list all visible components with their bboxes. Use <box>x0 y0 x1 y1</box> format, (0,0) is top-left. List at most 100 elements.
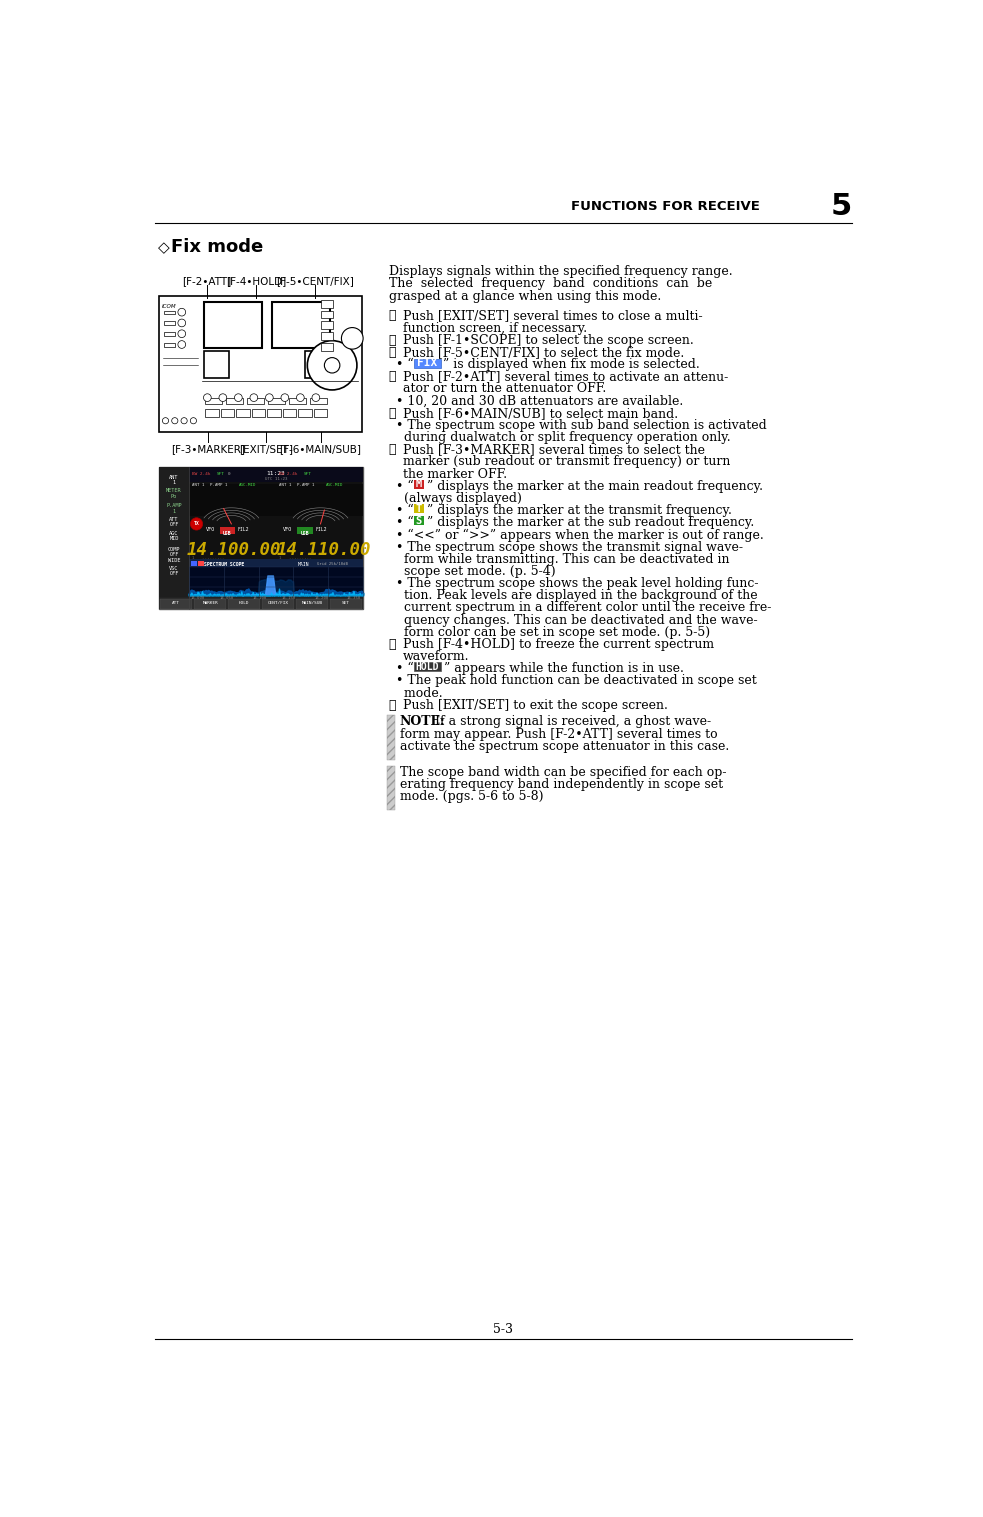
Text: • “<<” or “>>” appears when the marker is out of range.: • “<<” or “>>” appears when the marker i… <box>396 528 764 542</box>
Text: waveform.: waveform. <box>403 651 469 663</box>
Text: The  selected  frequency  band  conditions  can  be: The selected frequency band conditions c… <box>388 278 712 290</box>
Bar <box>160 599 193 610</box>
Bar <box>387 716 395 760</box>
Text: activate the spectrum scope attenuator in this case.: activate the spectrum scope attenuator i… <box>399 740 728 752</box>
Text: scope set mode. (p. 5-4): scope set mode. (p. 5-4) <box>396 564 556 578</box>
Text: FIX: FIX <box>417 358 437 369</box>
Bar <box>159 467 189 610</box>
Text: 14.350: 14.350 <box>347 596 361 599</box>
Circle shape <box>178 341 186 349</box>
Text: 1   --,---,--: 1 --,---,-- <box>279 555 312 560</box>
Text: VSC
OFF: VSC OFF <box>169 566 179 576</box>
Bar <box>414 479 425 488</box>
Text: AGC-MID: AGC-MID <box>239 482 257 487</box>
Text: ⑤: ⑤ <box>388 407 396 420</box>
Text: ICOM: ICOM <box>161 303 176 308</box>
Bar <box>321 311 333 319</box>
Circle shape <box>281 394 289 402</box>
Text: Push [F-3•MARKER] several times to select the: Push [F-3•MARKER] several times to selec… <box>403 443 705 457</box>
Text: • 10, 20 and 30 dB attenuators are available.: • 10, 20 and 30 dB attenuators are avail… <box>396 394 684 408</box>
Bar <box>252 410 265 417</box>
Text: 5-3: 5-3 <box>493 1323 513 1336</box>
Bar <box>164 332 175 337</box>
Text: during dualwatch or split frequency operation only.: during dualwatch or split frequency oper… <box>396 431 731 444</box>
Text: form color can be set in scope set mode. (p. 5-5): form color can be set in scope set mode.… <box>396 625 711 639</box>
Text: 14.100: 14.100 <box>253 596 266 599</box>
Bar <box>236 410 250 417</box>
Bar <box>189 567 363 596</box>
Bar <box>321 322 333 329</box>
Text: Grid 25k/10dB: Grid 25k/10dB <box>317 563 348 566</box>
Text: ” displays the marker at the transmit frequency.: ” displays the marker at the transmit fr… <box>427 504 731 517</box>
Text: FIL2: FIL2 <box>316 526 326 532</box>
Text: 14.100.00: 14.100.00 <box>187 542 281 558</box>
Bar <box>321 300 333 308</box>
Circle shape <box>297 394 304 402</box>
Text: ③: ③ <box>388 346 396 360</box>
Text: ⑥: ⑥ <box>388 443 396 457</box>
Text: [F-2•ATT]: [F-2•ATT] <box>182 276 231 287</box>
Bar <box>164 322 175 325</box>
Circle shape <box>191 517 202 529</box>
Text: T: T <box>416 504 422 514</box>
Text: P.AMP 1: P.AMP 1 <box>210 482 228 487</box>
Text: • The spectrum scope shows the peak level holding func-: • The spectrum scope shows the peak leve… <box>396 576 759 590</box>
Text: [F-3•MARKER]: [F-3•MARKER] <box>171 444 245 454</box>
Text: NOTE:: NOTE: <box>399 716 445 728</box>
Circle shape <box>203 394 211 402</box>
Text: • The peak hold function can be deactivated in scope set: • The peak hold function can be deactiva… <box>396 675 757 687</box>
Circle shape <box>308 341 357 390</box>
Bar <box>310 399 326 404</box>
Text: tion. Peak levels are displayed in the background of the: tion. Peak levels are displayed in the b… <box>396 589 758 602</box>
Text: ④: ④ <box>388 370 396 384</box>
Text: mode.: mode. <box>396 687 443 699</box>
Text: ATT
OFF: ATT OFF <box>169 517 179 528</box>
Text: ⑦: ⑦ <box>388 637 396 651</box>
Bar <box>204 302 262 349</box>
Text: grasped at a glance when using this mode.: grasped at a glance when using this mode… <box>388 290 661 302</box>
Text: ⑧: ⑧ <box>388 699 396 711</box>
Bar <box>159 467 363 610</box>
Circle shape <box>235 394 242 402</box>
Circle shape <box>178 329 186 338</box>
Bar <box>267 410 281 417</box>
Text: 1   --,---,--: 1 --,---,-- <box>192 555 224 560</box>
Text: METER
Po: METER Po <box>166 488 182 499</box>
Text: Push [F-1•SCOPE] to select the scope screen.: Push [F-1•SCOPE] to select the scope scr… <box>403 334 693 347</box>
Text: Push [EXIT/SET] several times to close a multi-: Push [EXIT/SET] several times to close a… <box>403 309 702 323</box>
Text: mode. (pgs. 5-6 to 5-8): mode. (pgs. 5-6 to 5-8) <box>399 790 543 802</box>
Bar <box>321 332 333 340</box>
Text: CENT/FIX: CENT/FIX <box>267 601 289 605</box>
Text: VFO: VFO <box>283 526 293 532</box>
Bar <box>205 410 219 417</box>
Text: S: S <box>416 516 422 526</box>
Circle shape <box>341 328 363 349</box>
Text: erating frequency band independently in scope set: erating frequency band independently in … <box>399 778 723 790</box>
Bar <box>289 399 306 404</box>
Text: HOLD: HOLD <box>239 601 250 605</box>
Text: FIL2: FIL2 <box>238 526 249 532</box>
Circle shape <box>162 417 169 423</box>
Text: UTC 11:23: UTC 11:23 <box>264 476 287 481</box>
Bar <box>321 343 333 350</box>
Text: marker (sub readout or transmit frequency) or turn: marker (sub readout or transmit frequenc… <box>403 455 730 469</box>
Text: Fix mode: Fix mode <box>171 238 263 256</box>
Text: • “: • “ <box>396 479 414 493</box>
Bar <box>189 484 363 516</box>
Text: (always displayed): (always displayed) <box>396 492 522 505</box>
Bar <box>297 526 313 534</box>
Text: [EXIT/SET]: [EXIT/SET] <box>239 444 293 454</box>
Bar <box>387 766 395 810</box>
Text: ◇: ◇ <box>157 240 169 255</box>
Bar <box>262 599 294 610</box>
Text: 14.110.00: 14.110.00 <box>277 542 372 558</box>
Text: SET: SET <box>342 601 350 605</box>
Bar <box>205 399 222 404</box>
Text: ②: ② <box>388 334 396 347</box>
Bar <box>164 311 175 314</box>
Text: quency changes. This can be deactivated and the wave-: quency changes. This can be deactivated … <box>396 613 758 627</box>
Text: M: M <box>416 479 422 490</box>
Text: • The spectrum scope shows the transmit signal wave-: • The spectrum scope shows the transmit … <box>396 540 743 554</box>
Bar <box>314 410 327 417</box>
Text: Push [F-6•MAIN/SUB] to select main band.: Push [F-6•MAIN/SUB] to select main band. <box>403 407 677 420</box>
